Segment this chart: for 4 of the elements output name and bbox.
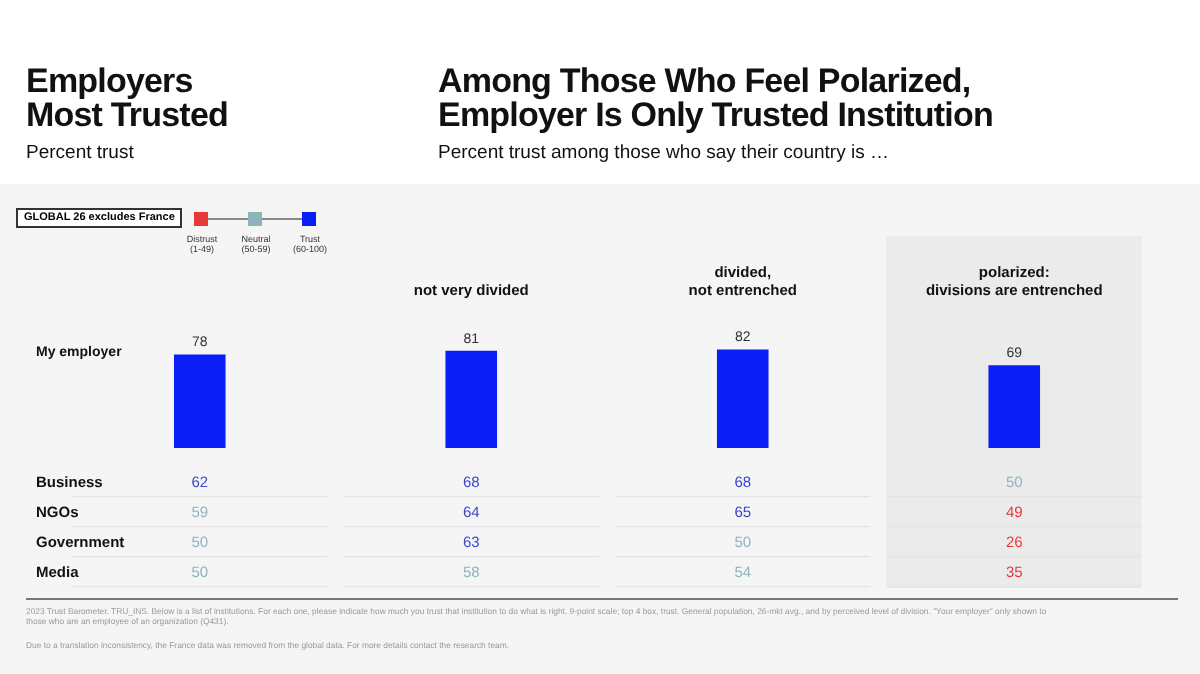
text: Employers Most Trusted [26, 62, 228, 134]
chart-subtitle: Percent trust among those who say their country is … [438, 142, 889, 164]
text: Percent trust [26, 142, 134, 164]
chart-title: Among Those Who Feel Polarized, Employer Is Only Trusted Institution [438, 62, 993, 134]
